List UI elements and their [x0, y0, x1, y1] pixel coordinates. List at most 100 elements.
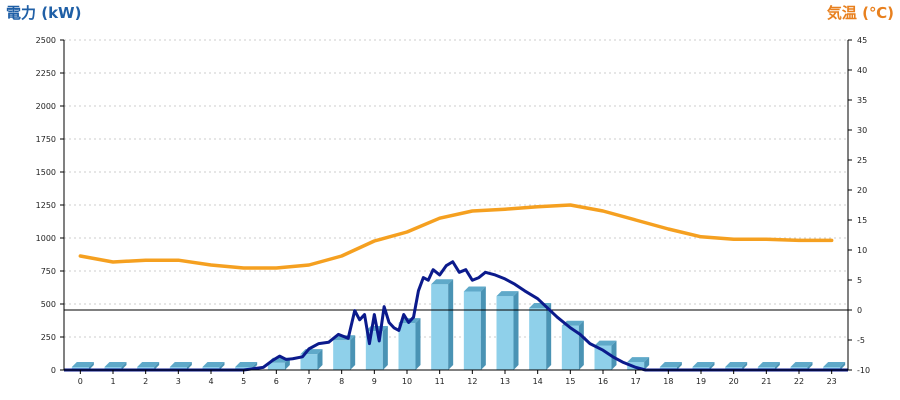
- bar-side: [676, 362, 682, 370]
- bar-side: [513, 291, 519, 370]
- x-tick-label: 2: [143, 377, 148, 386]
- bar-front: [529, 307, 547, 370]
- power-bar: [333, 335, 356, 370]
- x-tick-label: 5: [241, 377, 246, 386]
- bar-side: [382, 326, 388, 370]
- bar-side: [546, 302, 552, 370]
- x-tick-label: 14: [533, 377, 543, 386]
- temperature-line: [78, 203, 834, 270]
- bar-front: [463, 291, 481, 370]
- bar-side: [448, 279, 454, 370]
- right-tick-label: 10: [857, 246, 867, 255]
- power-bar: [463, 286, 486, 370]
- x-tick-label: 8: [339, 377, 344, 386]
- bar-side: [742, 362, 748, 370]
- power-bar: [496, 291, 519, 370]
- power-bars: [71, 279, 846, 370]
- left-tick-label: 1000: [36, 234, 56, 243]
- bar-side: [774, 362, 780, 370]
- bar-top: [790, 362, 813, 367]
- bar-side: [480, 286, 486, 370]
- bar-front: [333, 340, 351, 370]
- right-tick-label: 45: [857, 36, 867, 45]
- bar-side: [284, 357, 290, 370]
- x-tick-label: 10: [402, 377, 412, 386]
- right-tick-label: 20: [857, 186, 867, 195]
- left-tick-label: 250: [41, 333, 56, 342]
- x-tick-label: 15: [565, 377, 575, 386]
- x-tick-label: 17: [631, 377, 641, 386]
- bar-side: [709, 362, 715, 370]
- power-bar: [529, 302, 552, 370]
- bar-front: [300, 354, 318, 370]
- x-tick-label: 1: [110, 377, 115, 386]
- bar-side: [415, 318, 421, 370]
- x-tick-label: 0: [78, 377, 83, 386]
- x-tick-label: 6: [274, 377, 279, 386]
- power-bar: [431, 279, 454, 370]
- bar-side: [644, 357, 650, 370]
- power-line: [64, 260, 848, 372]
- right-tick-label: -10: [857, 366, 870, 375]
- left-tick-label: 1750: [36, 135, 56, 144]
- x-tick-label: 18: [663, 377, 673, 386]
- axes: 02505007501000125015001750200022502500-1…: [36, 36, 870, 386]
- bar-side: [840, 362, 846, 370]
- bar-front: [496, 296, 514, 370]
- bar-side: [219, 362, 225, 370]
- bar-top: [235, 362, 258, 367]
- x-tick-label: 3: [176, 377, 181, 386]
- power-bar: [300, 349, 323, 370]
- bar-top: [71, 362, 94, 367]
- left-tick-label: 2250: [36, 69, 56, 78]
- x-tick-label: 13: [500, 377, 510, 386]
- bar-top: [463, 286, 486, 292]
- right-tick-label: 15: [857, 216, 867, 225]
- bar-top: [659, 362, 682, 367]
- right-axis-title: 気温 (℃): [827, 4, 894, 22]
- left-tick-label: 750: [41, 267, 56, 276]
- x-tick-label: 12: [467, 377, 477, 386]
- x-tick-label: 7: [306, 377, 311, 386]
- bar-top: [757, 362, 780, 367]
- bar-side: [317, 349, 323, 370]
- bar-side: [611, 340, 617, 370]
- right-tick-label: 35: [857, 96, 867, 105]
- series-lines: [64, 203, 848, 372]
- left-tick-label: 1500: [36, 168, 56, 177]
- bar-top: [202, 362, 225, 367]
- right-tick-label: 5: [857, 276, 862, 285]
- bar-side: [350, 335, 356, 370]
- bar-top: [169, 362, 192, 367]
- right-tick-label: 30: [857, 126, 867, 135]
- bar-top: [104, 362, 127, 367]
- right-tick-label: 25: [857, 156, 867, 165]
- bar-side: [121, 362, 127, 370]
- bar-top: [594, 340, 617, 346]
- bar-top: [431, 279, 454, 285]
- x-tick-label: 16: [598, 377, 608, 386]
- bar-top: [627, 357, 650, 363]
- left-axis-title: 電力 (kW): [6, 4, 81, 22]
- x-tick-label: 22: [794, 377, 804, 386]
- left-tick-label: 500: [41, 300, 56, 309]
- bar-front: [267, 362, 285, 370]
- bar-top: [823, 362, 846, 367]
- bar-side: [88, 362, 94, 370]
- bar-top: [725, 362, 748, 367]
- right-tick-label: -5: [857, 336, 865, 345]
- x-tick-label: 9: [372, 377, 377, 386]
- left-tick-label: 2000: [36, 102, 56, 111]
- x-tick-label: 19: [696, 377, 706, 386]
- grid: [64, 39, 848, 338]
- right-tick-label: 40: [857, 66, 867, 75]
- left-tick-label: 1250: [36, 201, 56, 210]
- power-bar: [398, 318, 421, 370]
- x-tick-label: 23: [827, 377, 837, 386]
- bar-side: [578, 320, 584, 370]
- bar-front: [398, 323, 416, 370]
- right-tick-label: 0: [857, 306, 862, 315]
- bar-top: [496, 291, 519, 297]
- bar-top: [692, 362, 715, 367]
